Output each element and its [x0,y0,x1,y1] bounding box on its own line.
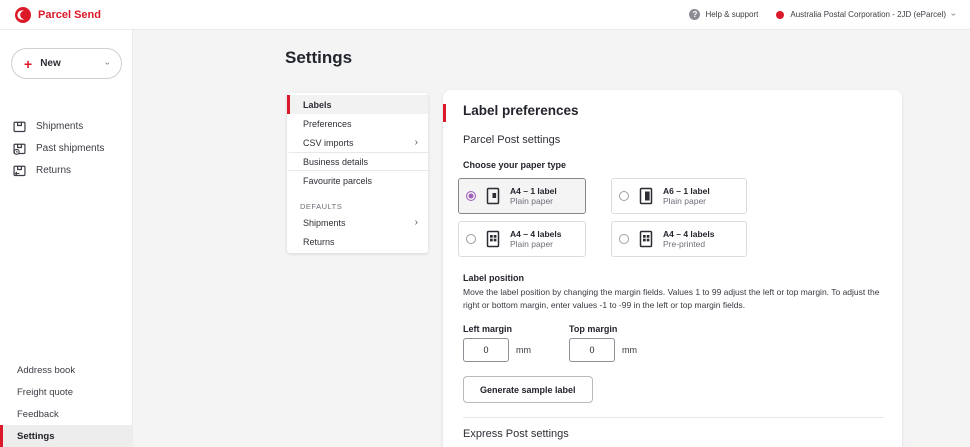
left-margin-input[interactable] [463,338,509,362]
sidebar-item-settings[interactable]: Settings [0,425,133,447]
express-post-settings-title: Express Post settings [463,428,569,440]
paper-option-a4-4-labels-preprinted[interactable]: A4 – 4 labels Pre-printed [611,221,747,257]
app-title: Parcel Send [38,8,101,21]
radio-unselected-icon[interactable] [619,191,629,201]
page-4-labels-icon [639,230,653,248]
top-margin-input[interactable] [569,338,615,362]
parcel-post-settings-title: Parcel Post settings [463,134,561,146]
label-preferences-panel: Label preferences Parcel Post settings C… [443,90,902,447]
brand: Parcel Send [15,6,101,23]
settings-nav-labels[interactable]: Labels [287,95,428,114]
settings-nav: Labels Preferences CSV imports › Busines… [287,93,428,253]
help-icon: ? [689,9,701,20]
chevron-right-icon: › [414,137,418,148]
help-label: Help & support [705,10,759,19]
panel-title: Label preferences [463,103,579,118]
page-1-label-icon [486,187,500,205]
paper-option-a4-1-label[interactable]: A4 – 1 label Plain paper [458,178,586,214]
sidebar-item-past-shipments[interactable]: Past shipments [0,137,133,159]
paper-type-label: Choose your paper type [463,160,567,170]
page-title: Settings [285,48,353,67]
settings-nav-defaults-header: DEFAULTS [300,201,343,211]
chevron-down-icon: › [949,13,959,16]
paper-type-options: A4 – 1 label Plain paper A6 – 1 label Pl… [458,178,882,257]
settings-nav-business-details[interactable]: Business details [287,152,428,171]
parcel-icon [13,121,26,132]
radio-selected-icon[interactable] [466,191,476,201]
parcel-return-icon [13,165,26,176]
generate-sample-label-button[interactable]: Generate sample label [463,376,593,403]
paper-option-a6-1-label[interactable]: A6 – 1 label Plain paper [611,178,747,214]
label-position-description: Move the label position by changing the … [463,287,880,310]
page-4-labels-icon [486,230,500,248]
new-button[interactable]: + New › [11,48,122,79]
sidebar-item-returns[interactable]: Returns [0,159,133,181]
heading-accent-bar [443,104,446,122]
label-position-title: Label position [463,273,525,283]
sidebar-item-shipments[interactable]: Shipments [0,115,133,137]
settings-nav-preferences[interactable]: Preferences [303,118,352,129]
top-margin-label: Top margin [569,324,618,334]
sidebar-item-feedback[interactable]: Feedback [17,408,59,420]
sidebar: + New › Shipments Past shipments [0,30,133,447]
settings-nav-csv-imports[interactable]: CSV imports › [303,137,418,148]
plus-icon: + [24,55,33,72]
sidebar-item-freight-quote[interactable]: Freight quote [17,386,73,398]
chevron-down-icon: › [103,62,113,65]
top-margin-unit: mm [622,345,637,355]
chevron-right-icon: › [414,217,418,228]
top-header: Parcel Send ? Help & support Australia P… [0,0,970,30]
settings-nav-favourite-parcels[interactable]: Favourite parcels [303,175,373,186]
left-margin-label: Left margin [463,324,513,334]
help-support-link[interactable]: ? Help & support [689,9,758,20]
account-label: Australia Postal Corporation - 2JD (ePar… [790,10,946,19]
settings-nav-returns[interactable]: Returns [303,236,335,247]
account-menu[interactable]: Australia Postal Corporation - 2JD (ePar… [776,10,959,19]
radio-unselected-icon[interactable] [619,234,629,244]
left-margin-unit: mm [516,345,531,355]
page-large-label-icon [639,187,653,205]
australia-post-logo-icon [15,6,31,23]
section-divider [463,417,884,418]
sidebar-item-address-book[interactable]: Address book [17,364,76,376]
parcel-history-icon [13,143,26,155]
account-status-dot-icon [776,10,785,19]
settings-nav-shipments[interactable]: Shipments › [303,217,418,228]
paper-option-a4-4-labels-plain[interactable]: A4 – 4 labels Plain paper [458,221,586,257]
radio-unselected-icon[interactable] [466,234,476,244]
